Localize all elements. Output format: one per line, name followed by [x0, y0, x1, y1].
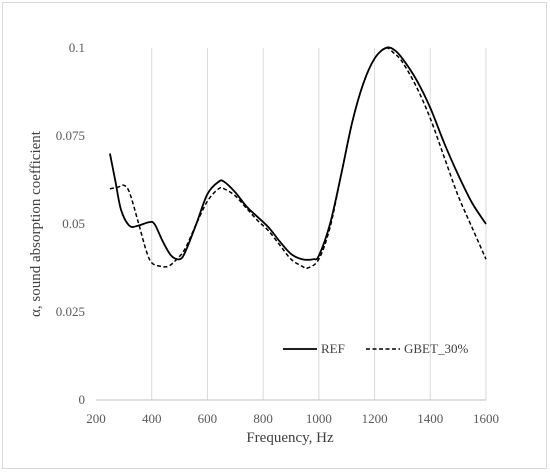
x-tick-label: 1400 — [417, 411, 443, 426]
x-tick-label: 1600 — [473, 411, 499, 426]
legend: REF GBET_30% — [283, 341, 468, 356]
x-tick-label: 600 — [198, 411, 218, 426]
x-tick-labels: 200 400 600 800 1000 1200 1400 1600 — [86, 411, 499, 426]
y-tick-label: 0 — [79, 392, 86, 407]
y-tick-label: 0.025 — [56, 304, 85, 319]
y-tick-label: 0.05 — [62, 216, 85, 231]
legend-label: GBET_30% — [404, 341, 468, 356]
series-line-2 — [109, 47, 487, 270]
x-tick-label: 400 — [142, 411, 162, 426]
series-layer — [109, 46, 487, 270]
grid-lines — [151, 48, 487, 400]
x-tick-label: 200 — [86, 411, 106, 426]
x-tick-label: 1200 — [362, 411, 388, 426]
y-tick-labels: 0 0.025 0.05 0.075 0.1 — [56, 40, 85, 407]
y-tick-label: 0.075 — [56, 128, 85, 143]
series-line-1 — [109, 46, 487, 261]
y-tick-label: 0.1 — [69, 40, 85, 55]
x-tick-label: 800 — [253, 411, 273, 426]
x-axis-label: Frequency, Hz — [246, 430, 334, 446]
x-tick-label: 1000 — [306, 411, 332, 426]
y-axis-label: α, sound absorption coefficient — [28, 130, 44, 317]
legend-label: REF — [321, 341, 345, 356]
